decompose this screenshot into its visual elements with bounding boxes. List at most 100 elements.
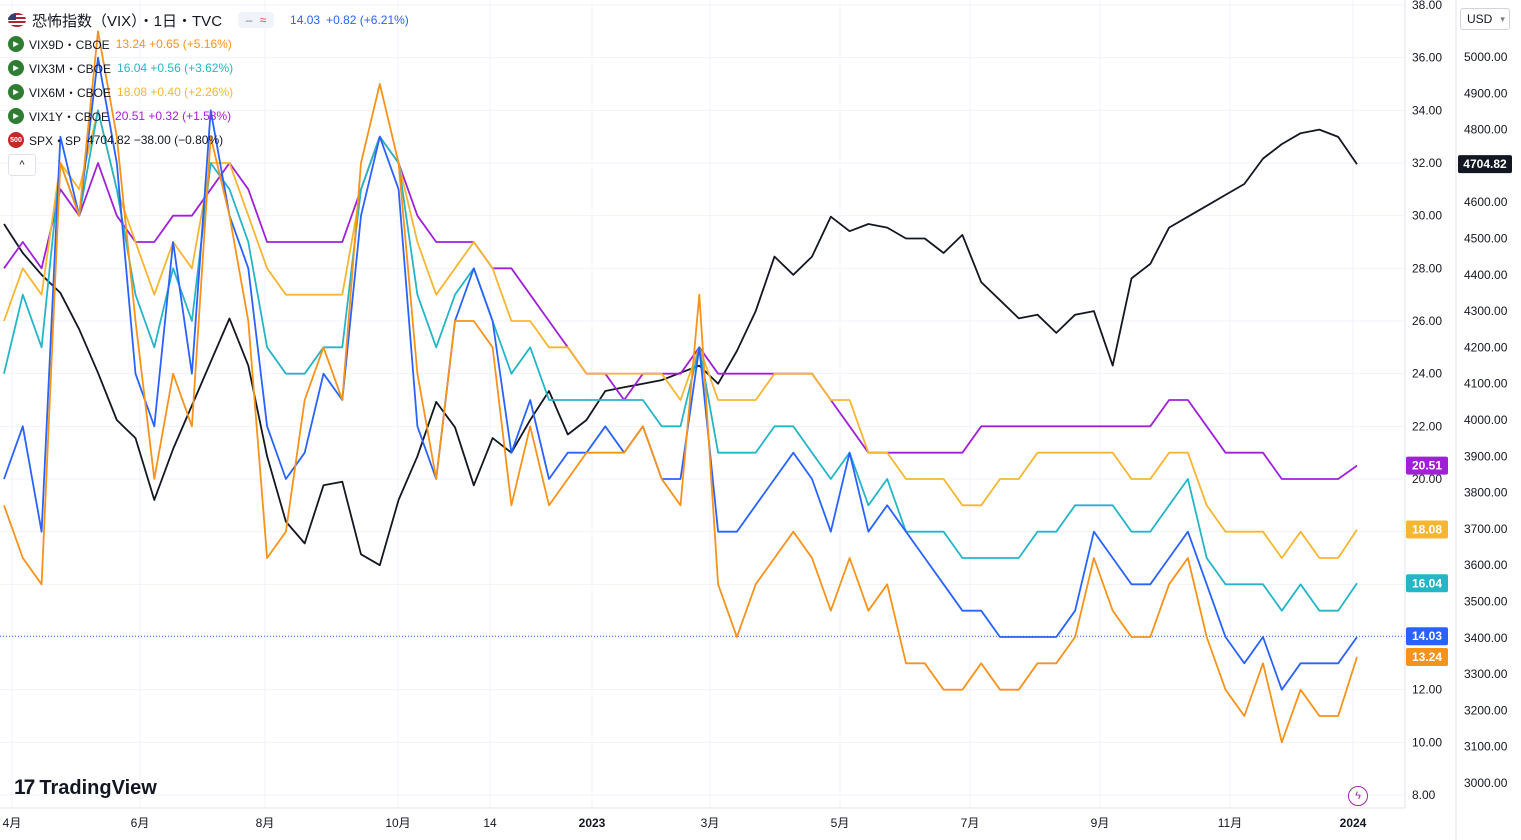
last-value-text: 14.03	[1412, 629, 1442, 643]
legend-item[interactable]: ▶ VIX9D・CBOE 13.24 +0.65 (+5.16%)	[8, 32, 409, 56]
x-tick-label: 9月	[1091, 816, 1110, 830]
legend-items: ▶ VIX9D・CBOE 13.24 +0.65 (+5.16%) ▶ VIX3M・CB…	[8, 32, 409, 152]
legend-item[interactable]: 500 SPX・SP 4704.82 −38.00 (−0.80%)	[8, 128, 409, 152]
grid-lines	[0, 0, 1405, 808]
right-tick-label: 4200.00	[1464, 340, 1508, 354]
right-tick-label: 3400.00	[1464, 631, 1508, 645]
right-tick-label: 4900.00	[1464, 86, 1508, 100]
x-tick-label: 6月	[131, 816, 150, 830]
sp500-icon: 500	[8, 132, 24, 148]
x-axis-ticks: 4月 6月 8月 10月 14 2023 3月 5月 7月 9月 11月 2024	[3, 816, 1367, 830]
us-flag-icon	[8, 13, 26, 27]
last-value-text: 18.08	[1412, 523, 1442, 537]
main-last-value: 14.03	[290, 13, 321, 27]
left-tick-label: 28.00	[1412, 261, 1442, 275]
right-tick-label: 4000.00	[1464, 413, 1508, 427]
right-tick-label: 5000.00	[1464, 50, 1508, 64]
left-tick-label: 24.00	[1412, 367, 1442, 381]
tradingview-logo-icon: 17	[14, 776, 35, 799]
cboe-icon: ▶	[8, 108, 24, 124]
left-tick-label: 22.00	[1412, 419, 1442, 433]
left-tick-label: 26.00	[1412, 314, 1442, 328]
cboe-icon: ▶	[8, 84, 24, 100]
last-value-label: 14.03	[1406, 627, 1448, 646]
x-tick-label: 8月	[256, 816, 275, 830]
last-value-label: 4704.82	[1458, 155, 1512, 174]
legend-item[interactable]: ▶ VIX1Y・CBOE 20.51 +0.32 (+1.58%)	[8, 104, 409, 128]
right-tick-label: 4300.00	[1464, 304, 1508, 318]
left-tick-label: 12.00	[1412, 683, 1442, 697]
legend-item-name: VIX3M・CBOE	[29, 61, 112, 76]
legend-item-value: 20.51 +0.32 (+1.58%)	[115, 109, 232, 123]
x-tick-label: 3月	[701, 816, 720, 830]
legend: 恐怖指数（VIX）・1日・TVC – ≈ 14.03 +0.82 (+6.21%…	[8, 8, 409, 176]
x-tick-label: 10月	[385, 816, 410, 830]
cboe-icon: ▶	[8, 60, 24, 76]
right-tick-label: 3000.00	[1464, 776, 1508, 790]
last-value-text: 16.04	[1412, 576, 1442, 590]
currency-label: USD	[1467, 12, 1493, 26]
last-value-text: 20.51	[1412, 459, 1442, 473]
left-tick-label: 36.00	[1412, 51, 1442, 65]
right-tick-label: 4400.00	[1464, 268, 1508, 282]
series-layer	[3, 30, 1358, 744]
legend-item-name: VIX9D・CBOE	[29, 37, 110, 52]
right-tick-label: 3200.00	[1464, 703, 1508, 717]
legend-item-value: 16.04 +0.56 (+3.62%)	[117, 61, 234, 75]
legend-item-name: VIX6M・CBOE	[29, 85, 112, 100]
x-tick-label: 11月	[1218, 816, 1242, 830]
right-tick-label: 3700.00	[1464, 522, 1508, 536]
x-tick-label: 2023	[579, 816, 606, 830]
brand-name: TradingView	[39, 776, 157, 799]
left-tick-label: 8.00	[1412, 788, 1436, 802]
compare-mode-button[interactable]: ≈	[259, 13, 267, 27]
right-tick-label: 3500.00	[1464, 595, 1508, 609]
legend-collapse-button[interactable]: ^	[8, 154, 36, 176]
right-tick-label: 3100.00	[1464, 740, 1508, 754]
left-axis-ticks: 38.00 36.00 34.00 32.00 30.00 28.00 26.00 24.00…	[1412, 0, 1442, 802]
left-tick-label: 30.00	[1412, 209, 1442, 223]
chevron-up-icon: ^	[19, 159, 25, 171]
right-tick-label: 3300.00	[1464, 667, 1508, 681]
left-tick-label: 32.00	[1412, 156, 1442, 170]
right-tick-label: 3600.00	[1464, 558, 1508, 572]
last-value-label: 13.24	[1406, 648, 1448, 667]
legend-item-value: 13.24 +0.65 (+5.16%)	[115, 37, 232, 51]
last-value-labels: 4704.82 20.51 18.08 16.04 14.03 13.24	[1406, 155, 1512, 667]
left-tick-label: 10.00	[1412, 735, 1442, 749]
main-symbol-row[interactable]: 恐怖指数（VIX）・1日・TVC – ≈ 14.03 +0.82 (+6.21%…	[8, 8, 409, 32]
last-value-label: 16.04	[1406, 574, 1448, 593]
right-tick-label: 4600.00	[1464, 195, 1508, 209]
series-line-vix6m	[3, 109, 1358, 559]
cboe-icon: ▶	[8, 36, 24, 52]
right-tick-label: 3900.00	[1464, 449, 1508, 463]
x-tick-label: 5月	[831, 816, 850, 830]
last-value-text: 13.24	[1412, 650, 1442, 664]
last-value-badge	[1406, 648, 1448, 667]
x-tick-label: 2024	[1340, 816, 1367, 830]
hide-series-button[interactable]: –	[245, 13, 253, 27]
right-tick-label: 4100.00	[1464, 377, 1508, 391]
last-value-badge	[1406, 456, 1448, 475]
legend-item-value: 18.08 +0.40 (+2.26%)	[117, 85, 234, 99]
last-value-label: 20.51	[1406, 456, 1448, 475]
legend-item-name: SPX・SP	[29, 133, 82, 148]
tradingview-brand[interactable]: 17 TradingView	[14, 776, 157, 800]
legend-item-value: 4704.82 −38.00 (−0.80%)	[87, 133, 224, 147]
x-tick-label: 4月	[3, 816, 22, 830]
left-tick-label: 20.00	[1412, 472, 1442, 486]
right-tick-label: 4800.00	[1464, 123, 1508, 137]
legend-item[interactable]: ▶ VIX6M・CBOE 18.08 +0.40 (+2.26%)	[8, 80, 409, 104]
last-value-text: 4704.82	[1463, 157, 1507, 171]
right-tick-label: 4500.00	[1464, 232, 1508, 246]
main-change: +0.82 (+6.21%)	[326, 13, 409, 27]
currency-selector[interactable]: USD ▾	[1460, 8, 1510, 30]
legend-item[interactable]: ▶ VIX3M・CBOE 16.04 +0.56 (+3.62%)	[8, 56, 409, 80]
lightning-icon[interactable]: ϟ	[1348, 786, 1368, 806]
left-tick-label: 34.00	[1412, 103, 1442, 117]
last-value-badge	[1406, 627, 1448, 646]
main-symbol-title[interactable]: 恐怖指数（VIX）・1日・TVC	[32, 12, 223, 30]
right-tick-label: 3800.00	[1464, 486, 1508, 500]
last-value-label: 18.08	[1406, 520, 1448, 539]
